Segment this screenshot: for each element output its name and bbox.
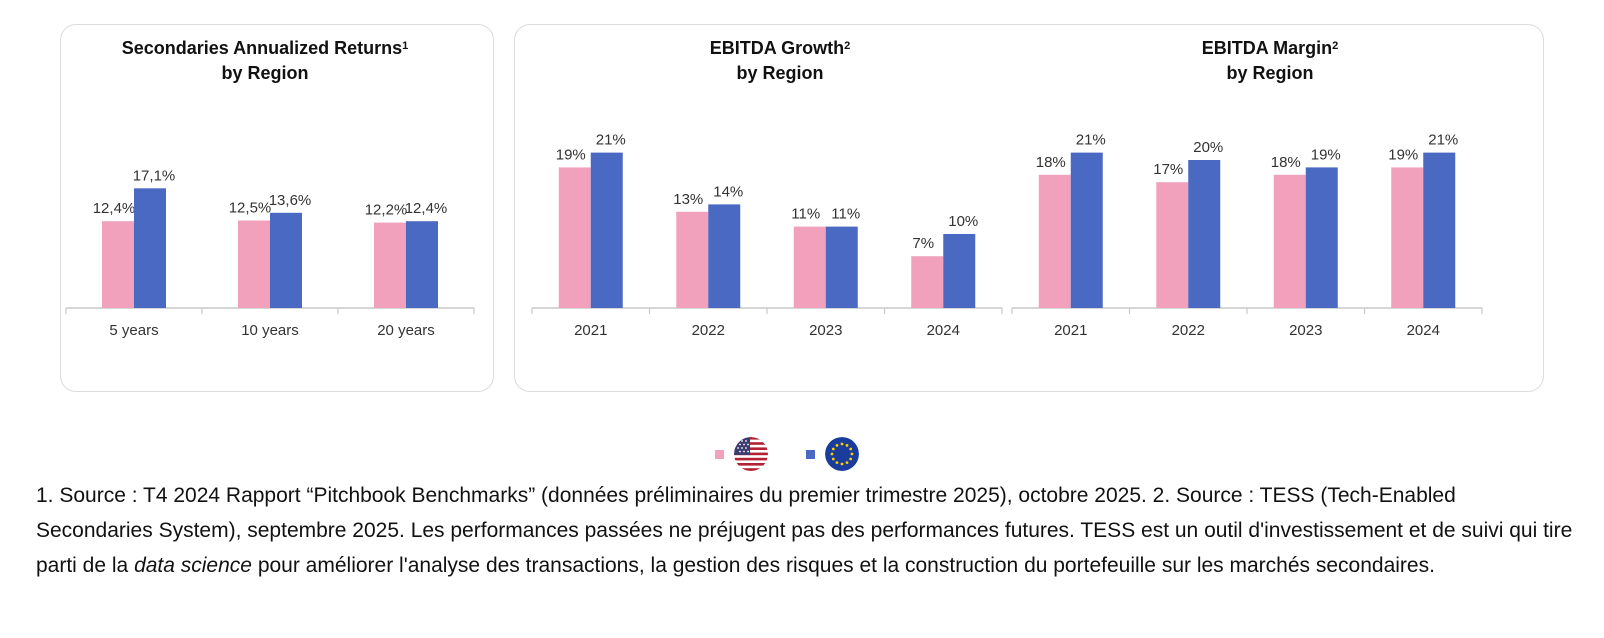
bar-us: [676, 211, 709, 308]
data-label-eu: 12,4%: [405, 200, 448, 217]
chart-subtitle-returns: by Region: [221, 63, 309, 83]
x-tick-label: 2021: [1054, 322, 1087, 339]
bar-eu: [825, 226, 858, 308]
data-label-eu: 13,6%: [269, 192, 312, 209]
returns-panel: [60, 24, 494, 392]
legend-item-us: [715, 437, 768, 471]
legend-swatch-us: [715, 449, 724, 459]
eu-flag-icon: [825, 437, 859, 471]
x-tick-label: 2024: [1407, 322, 1440, 339]
x-tick-label: 2023: [1289, 322, 1322, 339]
bar-eu: [708, 204, 741, 308]
bar-eu: [1070, 152, 1103, 308]
data-label-us: 17%: [1153, 161, 1183, 178]
chart-title-margin: EBITDA Margin2 by Region: [1201, 38, 1339, 83]
chart-title-returns: Secondaries Annualized Returns1 by Regio…: [121, 38, 409, 83]
data-label-eu: 21%: [1076, 132, 1106, 149]
bar-eu: [1423, 152, 1456, 308]
data-label-eu: 17,1%: [133, 167, 176, 184]
x-tick-label: 2024: [927, 322, 960, 339]
data-label-eu: 21%: [596, 132, 626, 149]
data-label-us: 12,4%: [93, 200, 136, 217]
bar-us: [1391, 167, 1424, 308]
data-label-us: 18%: [1271, 154, 1301, 171]
bar-us: [1273, 174, 1306, 308]
bar-eu: [270, 212, 302, 308]
data-label-us: 19%: [1388, 146, 1418, 163]
x-tick-label: 2022: [1172, 322, 1205, 339]
data-label-us: 12,2%: [365, 202, 408, 219]
chart-title-growth: EBITDA Growth2 by Region: [709, 38, 851, 83]
data-label-eu: 10%: [948, 213, 978, 230]
data-label-eu: 21%: [1428, 132, 1458, 149]
x-tick-label: 2021: [574, 322, 607, 339]
bar-eu: [134, 188, 166, 308]
bar-eu: [590, 152, 623, 308]
bar-us: [793, 226, 826, 308]
chart-subtitle-growth: by Region: [736, 63, 824, 83]
bar-us: [911, 256, 944, 308]
x-tick-label: 2023: [809, 322, 842, 339]
data-label-eu: 14%: [713, 183, 743, 200]
footnote-text-2: pour améliorer l'analyse des transaction…: [251, 554, 1435, 577]
data-label-eu: 19%: [1311, 146, 1341, 163]
data-label-eu: 20%: [1193, 139, 1223, 156]
footnote-text-1: 1. Source : T4 2024 Rapport “Pitchbook B…: [36, 484, 1573, 577]
charts-svg: 12,4% 17,1% 5 years 12,5%13,6% 10 years 12,2%…: [65, 132, 1483, 339]
bar-eu: [406, 221, 438, 308]
legend-swatch-eu: [806, 449, 815, 459]
bar-us: [374, 222, 406, 308]
bar-eu: [943, 234, 976, 308]
footnote: 1. Source : T4 2024 Rapport “Pitchbook B…: [36, 478, 1576, 583]
data-label-eu: 11%: [831, 206, 860, 223]
bar-us: [238, 220, 270, 308]
x-tick-label: 10 years: [241, 322, 299, 339]
x-tick-label: 20 years: [377, 322, 435, 339]
data-label-us: 12,5%: [229, 200, 272, 217]
bar-eu: [1305, 167, 1338, 308]
bar-us: [1156, 182, 1189, 308]
footnote-italic: data science: [134, 554, 252, 577]
x-tick-label: 5 years: [109, 322, 158, 339]
bar-us: [102, 221, 134, 308]
ebitda-panel: [514, 24, 1544, 392]
bar-us: [1038, 174, 1071, 308]
data-label-us: 11%: [791, 206, 820, 223]
x-tick-label: 2022: [692, 322, 725, 339]
data-label-us: 18%: [1036, 154, 1066, 171]
data-label-us: 7%: [912, 235, 934, 252]
bar-us: [558, 167, 591, 308]
chart-subtitle-margin: by Region: [1226, 63, 1314, 83]
legend: [715, 434, 897, 474]
data-label-us: 19%: [556, 146, 586, 163]
bar-eu: [1188, 160, 1221, 308]
us-flag-icon: [734, 437, 768, 471]
data-label-us: 13%: [673, 191, 703, 208]
legend-item-eu: [806, 437, 859, 471]
